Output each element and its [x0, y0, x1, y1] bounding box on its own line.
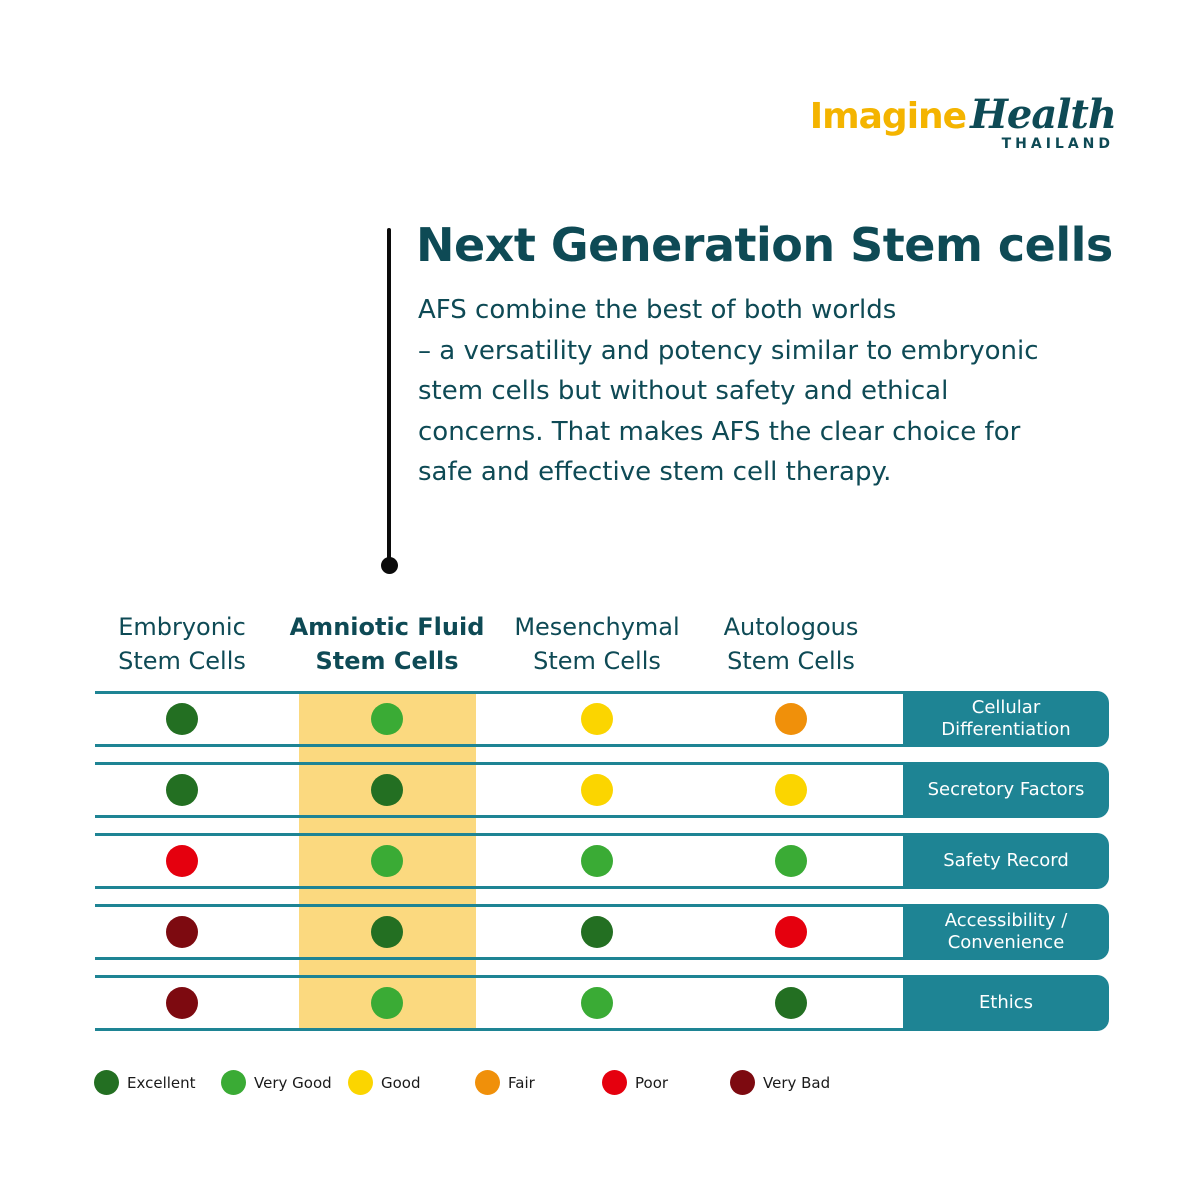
column-header: Mesenchymal Stem Cells: [487, 610, 707, 678]
row-top-rule: [95, 904, 915, 907]
column-header: Autologous Stem Cells: [681, 610, 901, 678]
row-label-text: Accessibility / Convenience: [944, 910, 1068, 953]
rating-dot: [166, 916, 198, 948]
row-label-tag: Accessibility / Convenience: [903, 904, 1109, 960]
column-header-line: Stem Cells: [533, 647, 661, 675]
column-header-line: Stem Cells: [315, 647, 459, 675]
column-header-line: Amniotic Fluid: [289, 613, 485, 641]
rating-dot: [581, 703, 613, 735]
legend-label: Excellent: [127, 1073, 196, 1092]
legend-dot: [348, 1070, 373, 1095]
row-label-tag: Safety Record: [903, 833, 1109, 889]
legend-dot: [730, 1070, 755, 1095]
description-line: – a versatility and potency similar to e…: [418, 335, 1039, 366]
vertical-divider-line: [387, 228, 391, 566]
legend-dot: [94, 1070, 119, 1095]
table-row: Accessibility / Convenience: [95, 904, 1109, 960]
rating-dot: [775, 703, 807, 735]
rating-dot: [166, 987, 198, 1019]
legend-dot: [221, 1070, 246, 1095]
brand-country-text: THAILAND: [1001, 136, 1114, 152]
row-top-rule: [95, 691, 915, 694]
rating-dot: [371, 703, 403, 735]
row-label-text: Safety Record: [943, 850, 1069, 871]
legend-item: Fair: [475, 1070, 535, 1095]
rating-dot: [581, 774, 613, 806]
description-line: concerns. That makes AFS the clear choic…: [418, 416, 1021, 447]
column-header-line: Stem Cells: [118, 647, 246, 675]
legend-item: Poor: [602, 1070, 668, 1095]
rating-dot: [166, 703, 198, 735]
description-line: safe and effective stem cell therapy.: [418, 457, 892, 487]
legend-item: Good: [348, 1070, 421, 1095]
legend-label: Very Good: [254, 1073, 332, 1092]
row-bottom-rule: [95, 957, 915, 960]
legend-item: Excellent: [94, 1070, 196, 1095]
row-label-text: Cellular Differentiation: [941, 697, 1071, 740]
description-line: stem cells but without safety and ethica…: [418, 376, 949, 406]
row-label-tag: Cellular Differentiation: [903, 691, 1109, 747]
row-bottom-rule: [95, 744, 915, 747]
table-row: Ethics: [95, 975, 1109, 1031]
row-top-rule: [95, 762, 915, 765]
column-header-line: Mesenchymal: [514, 613, 680, 641]
legend-label: Very Bad: [763, 1073, 831, 1092]
legend-dot: [475, 1070, 500, 1095]
rating-dot: [166, 774, 198, 806]
column-header-line: Autologous: [723, 613, 859, 641]
rating-dot: [371, 916, 403, 948]
legend-item: Very Good: [221, 1070, 332, 1095]
brand-logo: Imagine Health THAILAND: [756, 91, 1117, 153]
row-label-text: Secretory Factors: [927, 779, 1085, 800]
legend-label: Fair: [508, 1073, 535, 1092]
column-header: Amniotic Fluid Stem Cells: [277, 610, 497, 678]
row-label-tag: Secretory Factors: [903, 762, 1109, 818]
legend-item: Very Bad: [730, 1070, 830, 1095]
rating-dot: [371, 987, 403, 1019]
table-row: Secretory Factors: [95, 762, 1109, 818]
brand-imagine-text: Imagine: [809, 96, 967, 137]
page-title: Next Generation Stem cells: [416, 218, 1113, 272]
row-label-text: Ethics: [978, 992, 1034, 1013]
rating-dot: [371, 845, 403, 877]
legend-dot: [602, 1070, 627, 1095]
rating-dot: [581, 845, 613, 877]
column-header-line: Embryonic: [118, 613, 246, 641]
row-top-rule: [95, 833, 915, 836]
rating-dot: [581, 916, 613, 948]
rating-dot: [775, 774, 807, 806]
rating-dot: [775, 845, 807, 877]
rating-dot: [775, 987, 807, 1019]
table-row: Cellular Differentiation: [95, 691, 1109, 747]
row-label-tag: Ethics: [903, 975, 1109, 1031]
rating-dot: [775, 916, 807, 948]
rating-dot: [581, 987, 613, 1019]
column-header: Embryonic Stem Cells: [72, 610, 292, 678]
divider-end-dot: [381, 557, 398, 574]
legend-label: Poor: [635, 1073, 669, 1092]
description: AFS combine the best of both worlds – a …: [418, 290, 1098, 493]
row-bottom-rule: [95, 886, 915, 889]
rating-dot: [166, 845, 198, 877]
brand-health-text: Health: [970, 91, 1117, 138]
description-line: AFS combine the best of both worlds: [418, 295, 897, 325]
row-bottom-rule: [95, 815, 915, 818]
table-row: Safety Record: [95, 833, 1109, 889]
legend-label: Good: [381, 1073, 421, 1092]
column-header-line: Stem Cells: [727, 647, 855, 675]
row-bottom-rule: [95, 1028, 915, 1031]
row-top-rule: [95, 975, 915, 978]
rating-dot: [371, 774, 403, 806]
